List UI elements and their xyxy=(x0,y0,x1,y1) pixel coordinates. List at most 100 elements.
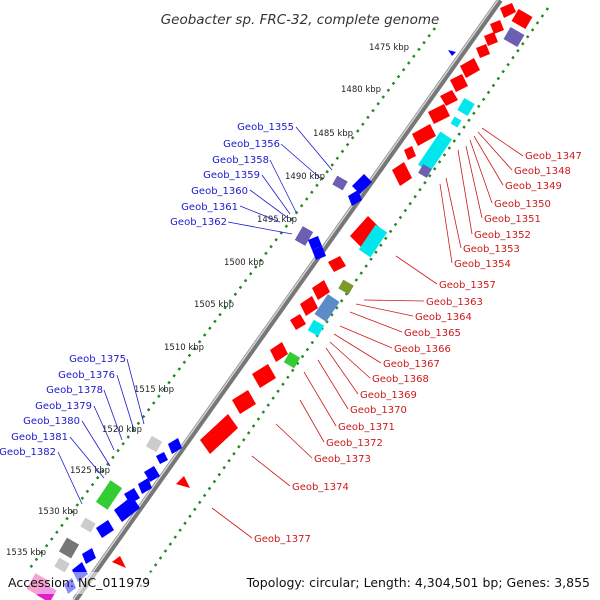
gene-arrow[interactable] xyxy=(404,146,416,160)
kbp-tick: 1475 kbp xyxy=(369,43,409,53)
kbp-tick: 1510 kbp xyxy=(164,343,204,353)
gene-label[interactable]: Geob_1353 xyxy=(463,244,520,255)
gene-box[interactable] xyxy=(358,224,388,258)
gene-box[interactable] xyxy=(418,131,452,173)
gene-arrow[interactable] xyxy=(428,104,450,124)
gene-label[interactable]: Geob_1362 xyxy=(170,217,227,228)
gene-label[interactable]: Geob_1376 xyxy=(58,370,115,381)
gene-arrow[interactable] xyxy=(252,364,276,388)
gene-arrow[interactable] xyxy=(200,414,238,454)
gene-arrow[interactable] xyxy=(328,256,346,272)
gene-arrow[interactable] xyxy=(412,124,436,146)
gene-box[interactable] xyxy=(457,97,475,117)
gene-arrow[interactable] xyxy=(460,58,480,78)
gene-label[interactable]: Geob_1348 xyxy=(514,166,571,177)
gene-label[interactable]: Geob_1379 xyxy=(35,401,92,412)
left-labels: Geob_1355 Geob_1356 Geob_1358 Geob_1359 … xyxy=(0,122,294,458)
gene-label[interactable]: Geob_1372 xyxy=(326,438,383,449)
gene-box[interactable] xyxy=(418,164,432,178)
kbp-tick: 1490 kbp xyxy=(285,172,325,182)
gene-arrow[interactable] xyxy=(440,90,458,106)
gene-box[interactable] xyxy=(95,480,123,510)
gene-label[interactable]: Geob_1369 xyxy=(360,390,417,401)
gene-label[interactable]: Geob_1374 xyxy=(292,482,349,493)
gene-label[interactable]: Geob_1375 xyxy=(69,354,126,365)
gene-arrow[interactable] xyxy=(450,74,468,92)
gene-label[interactable]: Geob_1352 xyxy=(474,230,531,241)
gene-box[interactable] xyxy=(503,26,525,48)
gene-label[interactable]: Geob_1354 xyxy=(454,259,511,270)
gene-label[interactable]: Geob_1359 xyxy=(203,170,260,181)
gene-box[interactable] xyxy=(307,319,325,337)
gene-arrow[interactable] xyxy=(300,296,318,316)
gene-arrow[interactable] xyxy=(312,246,326,260)
kbp-tick: 1505 kbp xyxy=(194,300,234,310)
gene-box[interactable] xyxy=(80,517,96,533)
gene-arrow[interactable] xyxy=(312,280,330,300)
gene-box[interactable] xyxy=(58,537,80,559)
gene-arrow[interactable] xyxy=(96,520,114,538)
gene-arrow[interactable] xyxy=(176,476,190,488)
gene-box[interactable] xyxy=(54,557,70,573)
gene-arrow[interactable] xyxy=(500,3,516,18)
forward-genes xyxy=(112,3,516,568)
kbp-tick: 1520 kbp xyxy=(102,425,142,435)
gene-label[interactable]: Geob_1368 xyxy=(372,374,429,385)
gene-arrow[interactable] xyxy=(348,190,362,206)
gene-label[interactable]: Geob_1364 xyxy=(415,312,472,323)
kbp-tick: 1495 kbp xyxy=(257,215,297,225)
gene-arrow[interactable] xyxy=(476,44,490,58)
gene-arrow[interactable] xyxy=(484,32,498,46)
gene-arrow[interactable] xyxy=(270,342,288,362)
gene-label[interactable]: Geob_1378 xyxy=(46,385,103,396)
kbp-ticks: 1475 kbp 1480 kbp 1485 kbp 1490 kbp 1495… xyxy=(6,43,409,558)
gene-label[interactable]: Geob_1355 xyxy=(237,122,294,133)
gene-box[interactable] xyxy=(511,8,533,30)
gene-label[interactable]: Geob_1349 xyxy=(505,181,562,192)
gene-arrow[interactable] xyxy=(448,50,456,56)
gene-label[interactable]: Geob_1373 xyxy=(314,454,371,465)
gene-box[interactable] xyxy=(450,116,462,128)
gene-box[interactable] xyxy=(332,175,348,191)
gene-label[interactable]: Geob_1365 xyxy=(404,328,461,339)
gene-label[interactable]: Geob_1350 xyxy=(494,199,551,210)
gene-box[interactable] xyxy=(283,351,301,369)
right-leader-lines xyxy=(211,127,524,539)
gene-label[interactable]: Geob_1351 xyxy=(484,214,541,225)
gene-arrow[interactable] xyxy=(352,174,372,194)
gene-label[interactable]: Geob_1380 xyxy=(23,416,80,427)
gene-arrow[interactable] xyxy=(114,496,140,522)
gene-arrow[interactable] xyxy=(112,556,126,568)
gene-label[interactable]: Geob_1381 xyxy=(11,432,68,443)
gene-label[interactable]: Geob_1367 xyxy=(383,359,440,370)
gene-label[interactable]: Geob_1360 xyxy=(191,186,248,197)
gene-arrow[interactable] xyxy=(308,236,322,250)
gene-box[interactable] xyxy=(314,294,340,322)
gene-arrow[interactable] xyxy=(350,216,380,248)
gene-label[interactable]: Geob_1366 xyxy=(394,344,451,355)
gene-label[interactable]: Geob_1377 xyxy=(254,534,311,545)
gene-box[interactable] xyxy=(294,226,314,246)
gene-label[interactable]: Geob_1347 xyxy=(525,151,582,162)
gene-arrow[interactable] xyxy=(290,314,306,330)
gene-label[interactable]: Geob_1382 xyxy=(0,447,56,458)
gene-box[interactable] xyxy=(338,279,354,295)
gene-label[interactable]: Geob_1361 xyxy=(181,202,238,213)
gene-label[interactable]: Geob_1358 xyxy=(212,155,269,166)
gene-label[interactable]: Geob_1370 xyxy=(350,405,407,416)
gene-arrow[interactable] xyxy=(490,20,504,34)
kbp-tick: 1530 kbp xyxy=(38,507,78,517)
gene-arrow[interactable] xyxy=(138,478,152,494)
gene-arrow[interactable] xyxy=(82,548,96,564)
kbp-tick: 1500 kbp xyxy=(224,258,264,268)
left-leader-lines xyxy=(57,126,333,505)
gene-label[interactable]: Geob_1357 xyxy=(439,280,496,291)
gene-arrow[interactable] xyxy=(232,390,256,414)
gene-arrow[interactable] xyxy=(156,452,168,464)
gene-label[interactable]: Geob_1363 xyxy=(426,297,483,308)
gene-arrow[interactable] xyxy=(392,162,412,186)
gene-box[interactable] xyxy=(145,435,163,453)
gene-arrow[interactable] xyxy=(168,438,182,454)
gene-label[interactable]: Geob_1371 xyxy=(338,422,395,433)
gene-label[interactable]: Geob_1356 xyxy=(223,139,280,150)
